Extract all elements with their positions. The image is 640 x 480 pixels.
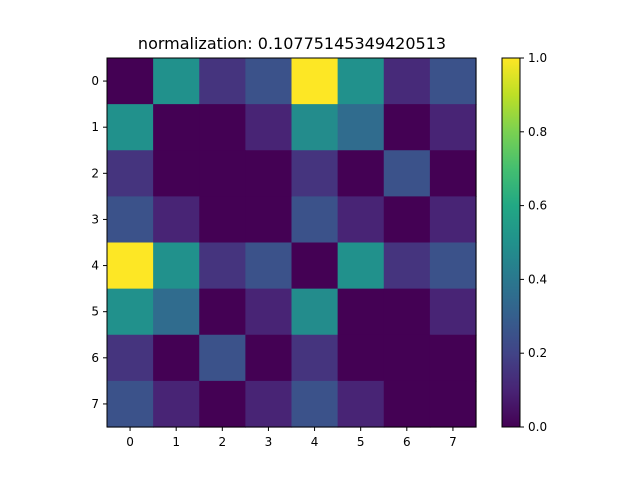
colorbar-tick-label: 0.6 bbox=[528, 199, 547, 213]
heatmap-cell-r7-c3 bbox=[245, 380, 293, 428]
heatmap-cell-r0-c3 bbox=[245, 58, 293, 105]
heatmap-cell-r3-c6 bbox=[383, 196, 431, 244]
heatmap-cell-r0-c4 bbox=[291, 58, 339, 105]
x-tick-label: 4 bbox=[311, 435, 319, 449]
heatmap-cell-r7-c1 bbox=[153, 380, 200, 428]
heatmap-cell-r0-c7 bbox=[429, 58, 477, 105]
heatmap-cell-r6-c7 bbox=[429, 334, 477, 382]
colorbar bbox=[501, 57, 521, 428]
heatmap-cell-r5-c1 bbox=[153, 288, 200, 336]
y-tick-label: 3 bbox=[91, 212, 99, 226]
heatmap-cell-r3-c1 bbox=[153, 196, 200, 244]
heatmap-cell-r4-c2 bbox=[199, 242, 246, 290]
y-tick-label: 0 bbox=[91, 74, 99, 88]
heatmap-cell-r4-c6 bbox=[383, 242, 431, 290]
heatmap-cell-r4-c7 bbox=[429, 242, 477, 290]
heatmap-cell-r7-c0 bbox=[107, 380, 154, 428]
x-tick-label: 6 bbox=[403, 435, 411, 449]
heatmap-cell-r3-c4 bbox=[291, 196, 339, 244]
heatmap-cell-r2-c5 bbox=[337, 150, 385, 197]
heatmap-cell-r1-c5 bbox=[337, 104, 385, 151]
heatmap-cell-r0-c0 bbox=[107, 58, 154, 105]
heatmap-cell-r3-c7 bbox=[429, 196, 477, 244]
colorbar-tick-label: 0.8 bbox=[528, 125, 547, 139]
heatmap-cell-r6-c2 bbox=[199, 334, 246, 382]
heatmap-cell-r1-c0 bbox=[107, 104, 154, 151]
heatmap-cell-r3-c3 bbox=[245, 196, 293, 244]
y-tick-label: 7 bbox=[91, 397, 99, 411]
heatmap-cell-r6-c3 bbox=[245, 334, 293, 382]
x-tick-label: 2 bbox=[218, 435, 226, 449]
heatmap-cell-r6-c0 bbox=[107, 334, 154, 382]
heatmap-cell-r2-c0 bbox=[107, 150, 154, 197]
heatmap-cell-r0-c2 bbox=[199, 58, 246, 105]
heatmap-cell-r4-c5 bbox=[337, 242, 385, 290]
x-tick-label: 0 bbox=[126, 435, 134, 449]
heatmap-cell-r2-c4 bbox=[291, 150, 339, 197]
heatmap-cell-r5-c0 bbox=[107, 288, 154, 336]
heatmap-cell-r5-c3 bbox=[245, 288, 293, 336]
heatmap-cell-r7-c5 bbox=[337, 380, 385, 428]
heatmap-cell-r4-c0 bbox=[107, 242, 154, 290]
heatmap-cell-r7-c7 bbox=[429, 380, 477, 428]
heatmap-cell-r6-c6 bbox=[383, 334, 431, 382]
heatmap-cell-r6-c5 bbox=[337, 334, 385, 382]
heatmap-cell-r0-c5 bbox=[337, 58, 385, 105]
x-tick-label: 1 bbox=[172, 435, 180, 449]
heatmap-cell-r7-c6 bbox=[383, 380, 431, 428]
heatmap-cell-r2-c3 bbox=[245, 150, 293, 197]
y-tick-label: 6 bbox=[91, 351, 99, 365]
heatmap-cell-r3-c0 bbox=[107, 196, 154, 244]
heatmap-cell-r1-c6 bbox=[383, 104, 431, 151]
heatmap-cell-r1-c7 bbox=[429, 104, 477, 151]
y-tick-label: 5 bbox=[91, 305, 99, 319]
heatmap-cell-r7-c4 bbox=[291, 380, 339, 428]
heatmap-cell-r5-c2 bbox=[199, 288, 246, 336]
heatmap-cell-r0-c1 bbox=[153, 58, 200, 105]
colorbar-tick-label: 1.0 bbox=[528, 51, 547, 65]
colorbar-tick-label: 0.0 bbox=[528, 420, 547, 434]
colorbar-axis: 0.0 0.2 0.4 0.6 0.8 1.0 bbox=[520, 51, 547, 434]
heatmap-cell-r5-c4 bbox=[291, 288, 339, 336]
heatmap-cell-r1-c4 bbox=[291, 104, 339, 151]
x-tick-label: 5 bbox=[357, 435, 365, 449]
colorbar-tick-label: 0.2 bbox=[528, 346, 547, 360]
heatmap-cell-r2-c6 bbox=[383, 150, 431, 197]
heatmap-cell-r2-c7 bbox=[429, 150, 477, 197]
x-tick-label: 3 bbox=[265, 435, 273, 449]
heatmap-cell-r6-c4 bbox=[291, 334, 339, 382]
heatmap-cell-r3-c2 bbox=[199, 196, 246, 244]
heatmap-cells bbox=[107, 58, 477, 428]
heatmap-cell-r3-c5 bbox=[337, 196, 385, 244]
heatmap-cell-r0-c6 bbox=[383, 58, 431, 105]
heatmap-cell-r4-c4 bbox=[291, 242, 339, 290]
y-axis: 0 1 2 3 4 5 6 7 bbox=[91, 74, 107, 411]
heatmap-cell-r1-c2 bbox=[199, 104, 246, 151]
heatmap-cell-r1-c3 bbox=[245, 104, 293, 151]
y-tick-label: 1 bbox=[91, 120, 99, 134]
plot-frame bbox=[106, 57, 477, 428]
heatmap-cell-r4-c1 bbox=[153, 242, 200, 290]
y-tick-label: 2 bbox=[91, 166, 99, 180]
heatmap-cell-r2-c2 bbox=[199, 150, 246, 197]
heatmap-cell-r5-c7 bbox=[429, 288, 477, 336]
heatmap-cell-r1-c1 bbox=[153, 104, 200, 151]
heatmap-cell-r2-c1 bbox=[153, 150, 200, 197]
x-tick-label: 7 bbox=[449, 435, 457, 449]
chart-title: normalization: 0.10775145349420513 bbox=[138, 34, 446, 53]
x-axis: 0 1 2 3 4 5 6 7 bbox=[126, 427, 457, 449]
heatmap-cell-r6-c1 bbox=[153, 334, 200, 382]
heatmap-cell-r5-c5 bbox=[337, 288, 385, 336]
colorbar-tick-label: 0.4 bbox=[528, 272, 547, 286]
y-tick-label: 4 bbox=[91, 259, 99, 273]
heatmap-cell-r7-c2 bbox=[199, 380, 246, 428]
heatmap-cell-r5-c6 bbox=[383, 288, 431, 336]
heatmap-cell-r4-c3 bbox=[245, 242, 293, 290]
